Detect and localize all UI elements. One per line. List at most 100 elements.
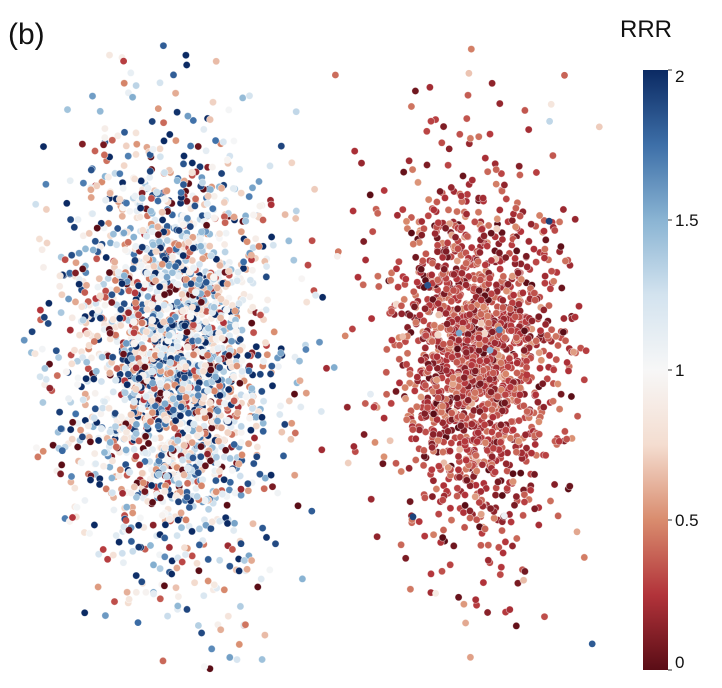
data-point <box>135 436 143 445</box>
data-point <box>438 567 446 576</box>
data-point <box>291 429 300 437</box>
outlier-point <box>561 71 568 79</box>
data-point <box>55 271 64 280</box>
data-point <box>446 447 454 456</box>
data-point <box>166 316 175 325</box>
data-point <box>483 312 492 321</box>
data-point <box>105 404 113 413</box>
data-point <box>213 407 222 415</box>
data-point <box>520 106 529 115</box>
data-point <box>489 444 498 453</box>
data-point <box>231 321 240 330</box>
data-point <box>217 169 226 178</box>
data-point <box>199 125 208 134</box>
data-point <box>119 350 128 359</box>
data-point <box>532 258 541 267</box>
data-point <box>410 302 419 311</box>
data-point <box>216 391 224 400</box>
data-point <box>195 275 204 284</box>
data-point <box>158 511 167 520</box>
data-point <box>498 303 507 312</box>
data-point <box>513 369 521 377</box>
data-point <box>386 436 395 445</box>
data-point <box>442 366 451 375</box>
data-point <box>114 268 123 277</box>
data-point <box>539 403 548 412</box>
data-point <box>415 517 424 526</box>
data-point <box>237 227 246 236</box>
data-point <box>241 620 250 629</box>
data-point <box>66 176 75 185</box>
data-point <box>156 379 165 388</box>
data-point <box>173 531 182 540</box>
data-point <box>411 318 420 327</box>
data-point <box>174 241 183 249</box>
data-point <box>311 291 320 300</box>
data-point <box>230 440 239 449</box>
data-point <box>105 204 114 213</box>
data-point <box>256 370 265 379</box>
data-point <box>243 237 252 246</box>
data-point <box>249 211 258 219</box>
data-point <box>174 280 182 289</box>
data-point <box>479 303 488 311</box>
data-point <box>296 376 304 385</box>
data-point <box>225 562 234 571</box>
data-point <box>227 337 236 346</box>
data-point <box>165 515 174 524</box>
data-point <box>213 417 222 425</box>
data-point <box>397 301 406 310</box>
data-point <box>557 390 566 399</box>
data-point <box>484 541 493 550</box>
outlier-point <box>399 333 407 341</box>
data-point <box>104 173 113 182</box>
data-point <box>140 363 149 372</box>
data-point <box>249 328 258 337</box>
data-point <box>221 446 230 455</box>
data-point <box>230 213 239 221</box>
data-point <box>367 314 376 323</box>
data-point <box>489 369 498 377</box>
data-point <box>523 262 532 271</box>
data-point <box>244 486 253 495</box>
data-point <box>561 257 570 265</box>
data-point <box>461 619 470 627</box>
data-point <box>453 394 462 402</box>
data-point <box>387 336 396 345</box>
data-point <box>128 547 137 556</box>
data-point <box>294 501 302 510</box>
data-point <box>161 399 169 408</box>
outlier-point <box>189 303 196 311</box>
data-point <box>183 479 192 488</box>
data-point <box>472 467 481 476</box>
data-point <box>395 355 404 364</box>
data-point <box>257 575 266 583</box>
data-point <box>70 346 79 355</box>
data-point <box>475 356 484 365</box>
scatter-points <box>20 41 603 673</box>
data-point <box>447 439 456 447</box>
data-point <box>165 543 174 552</box>
data-point <box>517 275 526 284</box>
data-point <box>125 468 134 477</box>
data-point <box>160 168 169 177</box>
data-point <box>430 321 439 330</box>
data-point <box>382 368 391 377</box>
data-point <box>263 296 272 304</box>
data-point <box>421 304 430 313</box>
data-point <box>516 212 525 221</box>
data-point <box>182 515 190 524</box>
data-point <box>315 338 324 347</box>
data-point <box>193 492 202 501</box>
data-point <box>482 356 491 365</box>
data-point <box>411 434 420 443</box>
data-point <box>202 221 211 230</box>
data-point <box>406 497 415 506</box>
data-point <box>451 233 460 242</box>
data-point <box>39 142 48 151</box>
data-point <box>268 482 277 491</box>
data-point <box>427 270 436 279</box>
data-point <box>543 374 552 383</box>
data-point <box>402 217 411 226</box>
data-point <box>210 580 219 589</box>
